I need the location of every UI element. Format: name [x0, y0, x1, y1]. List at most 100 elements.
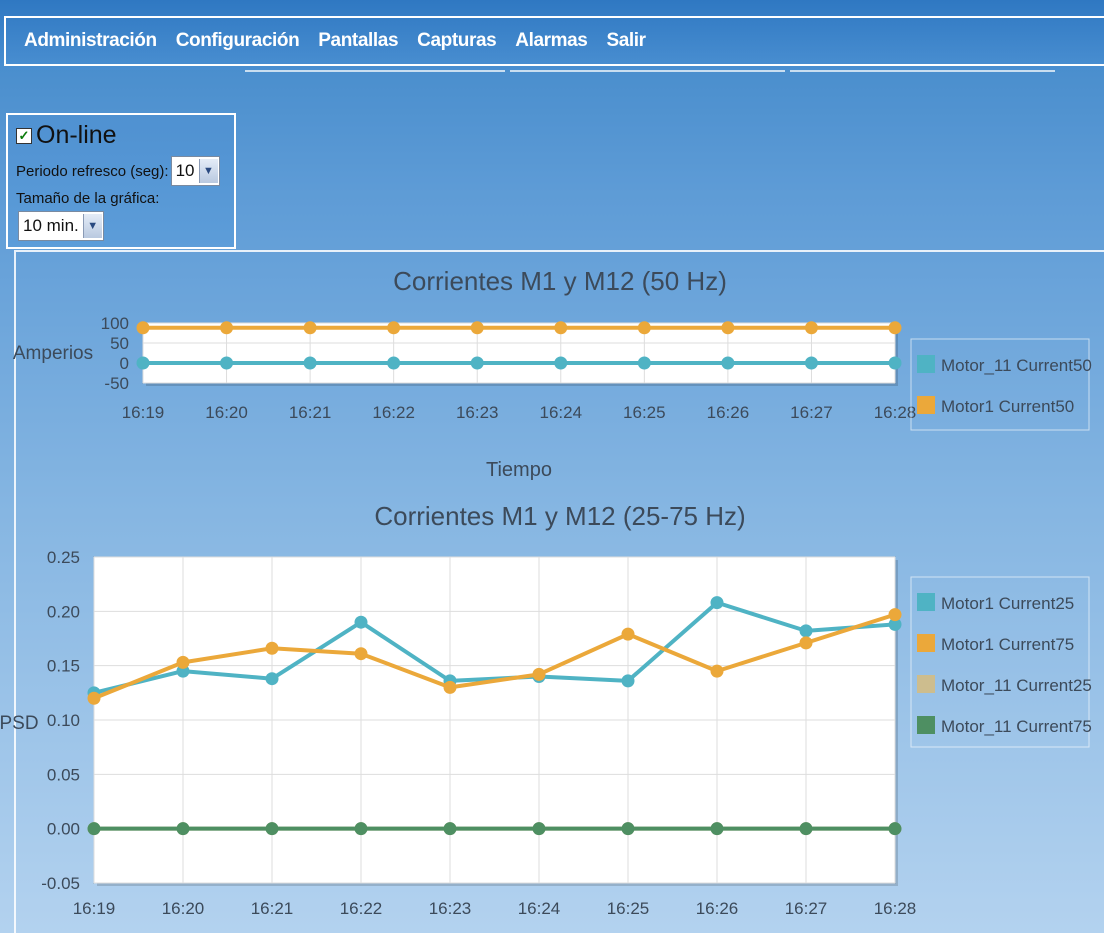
data-point: [136, 321, 150, 335]
size-select[interactable]: 10 min. ▼: [18, 211, 104, 241]
data-point: [888, 608, 902, 622]
data-point: [532, 667, 546, 681]
controls-panel: ✓ On-line Periodo refresco (seg): 10 ▼ T…: [6, 113, 236, 249]
x-tick-label: 16:22: [340, 899, 383, 918]
x-tick-label: 16:19: [73, 899, 116, 918]
legend-swatch: [917, 593, 935, 611]
data-point: [87, 822, 101, 836]
size-row: Tamaño de la gráfica:: [16, 190, 234, 207]
legend-label: Motor_11 Current25: [941, 676, 1092, 695]
menu-salir[interactable]: Salir: [606, 30, 646, 51]
data-point: [354, 822, 368, 836]
refresh-label: Periodo refresco (seg):: [16, 162, 169, 180]
legend-label: Motor_11 Current75: [941, 717, 1092, 736]
y-tick-label: -0.05: [41, 874, 80, 893]
size-select-row: 10 min. ▼: [16, 211, 234, 241]
data-point: [443, 822, 457, 836]
submenu-dividers: [0, 70, 1104, 72]
data-point: [303, 356, 317, 370]
refresh-select[interactable]: 10 ▼: [170, 156, 220, 186]
data-point: [176, 822, 190, 836]
y-axis-label: Amperios: [13, 343, 93, 364]
data-point: [220, 356, 234, 370]
data-point: [220, 321, 234, 335]
legend-box: [910, 576, 1090, 748]
menu-administracion[interactable]: Administración: [24, 30, 157, 51]
data-point: [710, 664, 724, 678]
y-tick-label: 0.20: [47, 602, 80, 621]
legend-swatch: [917, 396, 935, 414]
legend-swatch: [917, 355, 935, 373]
y-tick-label: -50: [104, 374, 129, 393]
x-tick-label: 16:26: [707, 403, 750, 422]
menu-configuracion[interactable]: Configuración: [175, 30, 300, 51]
data-point: [804, 356, 818, 370]
chart-title: Corrientes M1 y M12 (25-75 Hz): [374, 501, 745, 531]
data-point: [721, 321, 735, 335]
series-line: [93, 600, 896, 695]
chevron-down-icon: ▼: [198, 159, 218, 183]
y-tick-label: 0.25: [47, 548, 80, 567]
data-point: [354, 615, 368, 629]
legend-swatch: [917, 675, 935, 693]
plot-background: [142, 322, 896, 384]
y-tick-label: 0: [120, 354, 129, 373]
data-point: [443, 680, 457, 694]
data-point: [87, 691, 101, 705]
top-bar: [0, 0, 1104, 70]
x-tick-label: 16:25: [607, 899, 650, 918]
data-point: [303, 321, 317, 335]
data-point: [621, 627, 635, 641]
legend-label: Motor1 Current50: [941, 397, 1074, 416]
size-select-value: 10 min.: [23, 216, 79, 235]
y-tick-label: 0.15: [47, 657, 80, 676]
data-point: [804, 321, 818, 335]
menu-alarmas[interactable]: Alarmas: [515, 30, 588, 51]
online-checkbox[interactable]: ✓: [16, 127, 32, 144]
legend-label: Motor_11 Current50: [941, 356, 1092, 375]
x-tick-label: 16:20: [205, 403, 248, 422]
data-point: [888, 617, 902, 631]
main-menu: Administración Configuración Pantallas C…: [4, 16, 1104, 66]
x-tick-label: 16:26: [696, 899, 739, 918]
data-point: [888, 321, 902, 335]
online-label: On-line: [36, 121, 117, 149]
data-point: [354, 647, 368, 661]
x-tick-label: 16:23: [456, 403, 499, 422]
legend-box: [910, 338, 1090, 431]
series-line: [93, 612, 896, 701]
menu-pantallas[interactable]: Pantallas: [318, 30, 399, 51]
data-point: [387, 321, 401, 335]
y-tick-label: 0.10: [47, 711, 80, 730]
data-point: [265, 822, 279, 836]
data-point: [888, 822, 902, 836]
legend-label: Motor1 Current25: [941, 594, 1074, 613]
y-tick-label: 50: [110, 334, 129, 353]
legend-swatch: [917, 716, 935, 734]
data-point: [136, 356, 150, 370]
x-tick-label: 16:21: [289, 403, 332, 422]
x-tick-label: 16:24: [518, 899, 561, 918]
x-tick-label: 16:28: [874, 899, 917, 918]
online-toggle: ✓ On-line: [16, 121, 234, 150]
menu-capturas[interactable]: Capturas: [417, 30, 497, 51]
x-tick-label: 16:20: [162, 899, 205, 918]
x-tick-label: 16:28: [874, 403, 917, 422]
data-point: [710, 596, 724, 610]
data-point: [176, 655, 190, 669]
data-point: [637, 356, 651, 370]
legend-swatch: [917, 634, 935, 652]
data-point: [799, 636, 813, 650]
refresh-row: Periodo refresco (seg): 10 ▼: [16, 156, 234, 186]
x-tick-label: 16:24: [540, 403, 583, 422]
legend-label: Motor1 Current75: [941, 635, 1074, 654]
x-tick-label: 16:25: [623, 403, 666, 422]
x-axis-label: Tiempo: [486, 459, 552, 481]
data-point: [621, 674, 635, 688]
data-point: [637, 321, 651, 335]
data-point: [621, 822, 635, 836]
x-tick-label: 16:27: [790, 403, 833, 422]
y-tick-label: 100: [101, 314, 129, 333]
x-tick-label: 16:22: [372, 403, 415, 422]
